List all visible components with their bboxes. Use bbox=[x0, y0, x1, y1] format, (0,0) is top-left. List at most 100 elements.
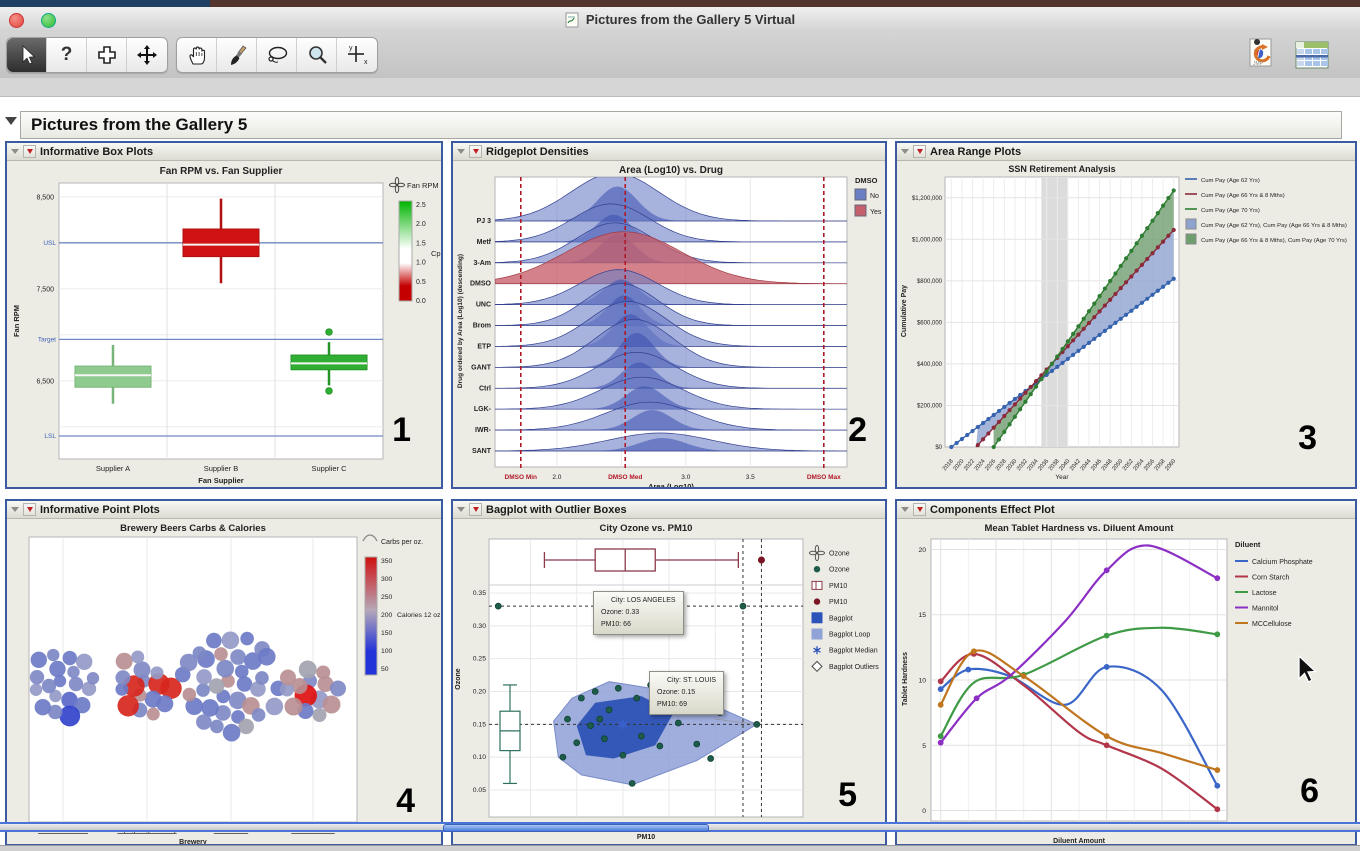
svg-text:Cum Pay (Age 62 Yrs), Cum Pay: Cum Pay (Age 62 Yrs), Cum Pay (Age 66 Yr… bbox=[1201, 223, 1347, 229]
svg-text:Corn Starch: Corn Starch bbox=[1252, 575, 1289, 582]
svg-text:$600,000: $600,000 bbox=[917, 320, 943, 326]
panel-menu-button[interactable] bbox=[469, 503, 482, 516]
svg-text:Area (Log10): Area (Log10) bbox=[648, 482, 694, 488]
svg-text:8,500: 8,500 bbox=[36, 194, 54, 201]
panel-number: 1 bbox=[392, 411, 411, 449]
svg-text:GANT: GANT bbox=[471, 364, 492, 371]
disclosure-triangle[interactable] bbox=[901, 507, 909, 512]
page-title: Pictures from the Gallery 5 bbox=[20, 111, 1342, 139]
zoom-button[interactable] bbox=[41, 13, 56, 28]
svg-text:Lactose: Lactose bbox=[1252, 590, 1277, 597]
svg-text:2040: 2040 bbox=[1058, 458, 1071, 472]
svg-text:y: y bbox=[349, 45, 353, 52]
window-title: Pictures from the Gallery 5 Virtual bbox=[565, 12, 795, 28]
help-tool[interactable]: ? bbox=[47, 38, 87, 72]
svg-text:Ozone: Ozone bbox=[829, 551, 850, 558]
svg-text:UNC: UNC bbox=[476, 302, 491, 309]
svg-text:Bagplot: Bagplot bbox=[829, 615, 853, 622]
svg-text:0.5: 0.5 bbox=[416, 279, 426, 286]
magnifier-tool[interactable] bbox=[297, 38, 337, 72]
svg-text:0: 0 bbox=[922, 808, 926, 815]
panel-menu-button[interactable] bbox=[23, 503, 36, 516]
close-button[interactable] bbox=[9, 13, 24, 28]
svg-text:PM10: PM10 bbox=[829, 599, 847, 606]
red-triangle-icon bbox=[26, 149, 33, 154]
panel-menu-button[interactable] bbox=[23, 145, 36, 158]
svg-text:10: 10 bbox=[918, 678, 926, 685]
svg-text:$400,000: $400,000 bbox=[917, 362, 943, 368]
svg-text:1.5: 1.5 bbox=[416, 240, 426, 247]
panel-title: Ridgeplot Densities bbox=[486, 145, 589, 158]
svg-text:Year: Year bbox=[1055, 474, 1069, 481]
panel-menu-button[interactable] bbox=[469, 145, 482, 158]
svg-text:DMSO Med: DMSO Med bbox=[608, 474, 642, 481]
fan-icon bbox=[388, 176, 406, 194]
svg-text:2022: 2022 bbox=[963, 458, 976, 472]
svg-text:2020: 2020 bbox=[953, 458, 966, 472]
svg-text:Cpk: Cpk bbox=[431, 249, 441, 258]
svg-text:$1,000,000: $1,000,000 bbox=[912, 237, 943, 243]
svg-text:PJ 3: PJ 3 bbox=[477, 218, 492, 225]
mouse-cursor bbox=[1297, 654, 1318, 690]
svg-text:City Ozone vs. PM10: City Ozone vs. PM10 bbox=[600, 523, 693, 534]
svg-text:300: 300 bbox=[381, 576, 393, 583]
chart-packed-dots: Brewery Beers Carbs & CaloriesAnheuser B… bbox=[28, 523, 441, 844]
disclosure-triangle[interactable] bbox=[11, 149, 19, 154]
arrow-tool[interactable] bbox=[7, 38, 47, 72]
svg-text:Fan Supplier: Fan Supplier bbox=[198, 476, 244, 485]
panel-menu-button[interactable] bbox=[913, 503, 926, 516]
svg-text:2060: 2060 bbox=[1164, 458, 1177, 472]
panel-header: Components Effect Plot bbox=[897, 501, 1355, 519]
ridges bbox=[495, 177, 847, 452]
svg-text:LSL: LSL bbox=[44, 433, 56, 440]
brush-tool[interactable] bbox=[217, 38, 257, 72]
move-tool[interactable] bbox=[127, 38, 167, 72]
svg-text:Ctrl: Ctrl bbox=[479, 385, 491, 392]
panel-menu-button[interactable] bbox=[913, 145, 926, 158]
data-table-button[interactable] bbox=[1292, 35, 1332, 75]
disclosure-triangle[interactable] bbox=[901, 149, 909, 154]
panel-number: 3 bbox=[1298, 419, 1317, 457]
outline-disclosure-triangle[interactable] bbox=[5, 117, 17, 125]
panel-title: Informative Box Plots bbox=[40, 145, 154, 158]
background-window-strip bbox=[0, 0, 1360, 7]
chart-effect-lines: Mean Tablet Hardness vs. Diluent Amount 0… bbox=[902, 523, 1313, 844]
lasso-tool[interactable] bbox=[257, 38, 297, 72]
red-triangle-icon bbox=[26, 507, 33, 512]
panel-number: 5 bbox=[838, 776, 857, 814]
panel-informative-point-plots: Informative Point Plots Brewery Beers Ca… bbox=[5, 499, 443, 846]
fat-plus-selection-tool[interactable] bbox=[87, 38, 127, 72]
svg-text:SSN Retirement Analysis: SSN Retirement Analysis bbox=[1008, 164, 1115, 174]
svg-text:No: No bbox=[870, 193, 879, 200]
chart-area-range: SSN Retirement Analysis $0 $200,000 $400,00… bbox=[901, 164, 1347, 481]
panel-header: Ridgeplot Densities bbox=[453, 143, 885, 161]
svg-text:0.05: 0.05 bbox=[473, 787, 486, 794]
panel-number: 4 bbox=[396, 782, 415, 820]
journal-doc-icon bbox=[565, 12, 579, 27]
disclosure-triangle[interactable] bbox=[457, 149, 465, 154]
panel-header: Area Range Plots bbox=[897, 143, 1355, 161]
panel-number: 6 bbox=[1300, 772, 1319, 810]
svg-text:Calcium Phosphate: Calcium Phosphate bbox=[1252, 559, 1313, 566]
svg-text:2056: 2056 bbox=[1143, 458, 1156, 472]
svg-text:PM10: PM10 bbox=[637, 834, 655, 841]
panel-header: Bagplot with Outlier Boxes bbox=[453, 501, 885, 519]
svg-text:Calories 12 oz: Calories 12 oz bbox=[397, 612, 441, 619]
svg-text:Ozone: Ozone bbox=[455, 668, 462, 689]
horizontal-scrollbar[interactable] bbox=[0, 822, 1360, 832]
svg-text:Fan RPM: Fan RPM bbox=[12, 305, 21, 337]
disclosure-triangle[interactable] bbox=[457, 507, 465, 512]
svg-text:2018: 2018 bbox=[942, 458, 955, 472]
horizontal-scrollbar-thumb[interactable] bbox=[443, 824, 709, 832]
rerun-journal-button[interactable]: JMP bbox=[1242, 35, 1282, 75]
svg-text:Cum Pay (Age 70 Yrs): Cum Pay (Age 70 Yrs) bbox=[1201, 208, 1260, 214]
svg-text:PM10: PM10 bbox=[829, 583, 847, 590]
svg-text:0.30: 0.30 bbox=[473, 623, 486, 630]
disclosure-triangle[interactable] bbox=[11, 507, 19, 512]
grabber-hand-tool[interactable] bbox=[177, 38, 217, 72]
svg-text:Cum Pay (Age 66 Yrs & 8 Mths): Cum Pay (Age 66 Yrs & 8 Mths) bbox=[1201, 193, 1285, 199]
svg-text:2048: 2048 bbox=[1101, 458, 1114, 472]
svg-text:Bagplot Outliers: Bagplot Outliers bbox=[829, 664, 879, 671]
